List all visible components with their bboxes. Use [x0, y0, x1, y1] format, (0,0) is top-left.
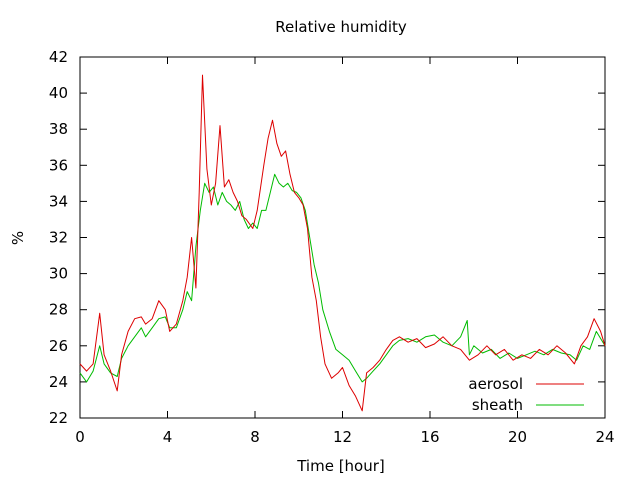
x-tick-label: 16: [420, 428, 439, 446]
y-tick-label: 28: [49, 301, 68, 319]
y-tick-label: 42: [49, 48, 68, 66]
y-tick-label: 26: [49, 337, 68, 355]
x-tick-label: 12: [333, 428, 352, 446]
x-tick-label: 8: [250, 428, 260, 446]
tick-labels: 0 4 8 12 16 20 24 22 24 26 28 30 32 34 36 38 40 42: [49, 48, 615, 446]
y-tick-label: 36: [49, 156, 68, 174]
x-tick-label: 4: [163, 428, 173, 446]
x-tick-label: 0: [75, 428, 85, 446]
y-axis-label: %: [9, 231, 27, 245]
plot-frame: [79, 56, 606, 419]
x-tick-label: 24: [595, 428, 614, 446]
series-line-sheath: [79, 173, 606, 383]
legend-label-sheath: sheath: [472, 396, 523, 414]
y-tick-label: 22: [49, 409, 68, 427]
x-tick-label: 20: [508, 428, 527, 446]
y-tick-label: 38: [49, 120, 68, 138]
y-tick-label: 32: [49, 229, 68, 247]
y-tick-label: 34: [49, 192, 68, 210]
axis-ticks: [79, 56, 606, 419]
series-line-aerosol: [79, 74, 606, 412]
legend: aerosol sheath: [468, 375, 584, 414]
series-lines: [79, 74, 606, 412]
x-axis-label: Time [hour]: [296, 457, 385, 475]
y-tick-label: 30: [49, 265, 68, 283]
y-tick-label: 24: [49, 373, 68, 391]
y-tick-label: 40: [49, 84, 68, 102]
chart-title: Relative humidity: [275, 18, 407, 36]
legend-label-aerosol: aerosol: [468, 375, 523, 393]
